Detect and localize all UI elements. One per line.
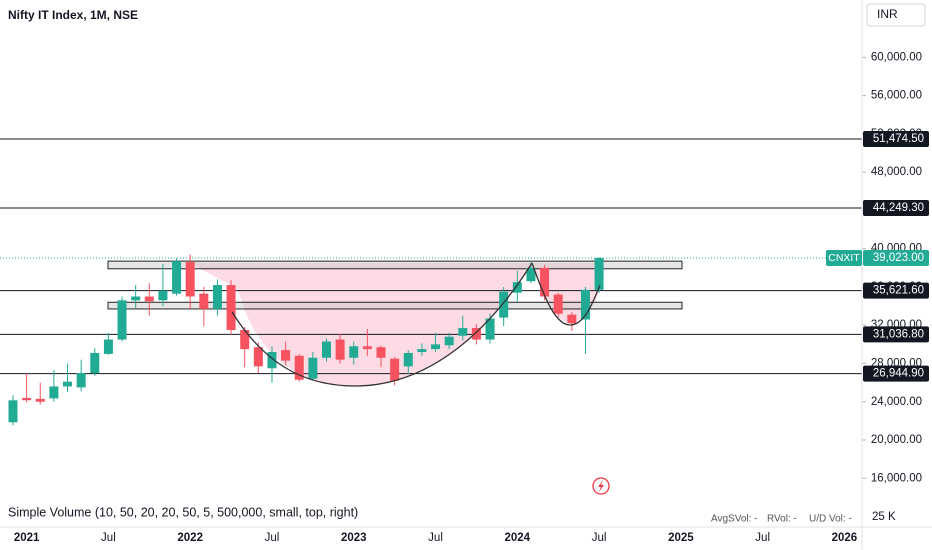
x-tick-label: 2022 — [177, 532, 203, 544]
symbol-label: CNXIT — [828, 252, 860, 264]
level-label: 35,621.60 — [873, 285, 924, 297]
candle-body — [144, 296, 154, 302]
candle-body — [226, 285, 236, 330]
candle-body — [526, 267, 536, 282]
y-tick-label: 60,000.00 — [871, 51, 922, 63]
level-tag — [863, 282, 929, 299]
x-tick-label: Jul — [592, 532, 607, 544]
x-tick-label: Jul — [755, 532, 770, 544]
volume-stat: RVol: - — [767, 514, 797, 525]
level-label: 51,474.50 — [873, 133, 924, 145]
level-label: 31,036.80 — [873, 328, 924, 340]
x-tick-label: 2023 — [341, 532, 367, 544]
candle-body — [63, 381, 73, 387]
candle-body — [253, 347, 263, 367]
candle-body — [172, 261, 182, 294]
candle-body — [212, 285, 222, 309]
candle-body — [376, 347, 386, 358]
candle-body — [22, 397, 32, 401]
candle-body — [240, 330, 250, 350]
candle-body — [117, 300, 127, 340]
candle-body — [444, 336, 454, 346]
candle-body — [131, 296, 141, 301]
zone — [107, 260, 683, 270]
candle-body — [553, 294, 563, 314]
candle-body — [49, 386, 59, 399]
volume-stat: AvgSVol: - — [711, 514, 758, 525]
alert-icon[interactable] — [592, 477, 610, 495]
candle-body — [471, 328, 481, 340]
level-tag — [863, 326, 929, 343]
candle-body — [512, 282, 522, 293]
handle-curve — [531, 262, 601, 326]
x-tick-label: 2024 — [505, 532, 531, 544]
x-tick-label: 2021 — [14, 532, 40, 544]
symbol-tag — [826, 250, 862, 267]
y-tick-label: 24,000.00 — [871, 396, 922, 408]
candle-body — [103, 339, 113, 354]
level-tag — [863, 200, 929, 217]
candle-body — [90, 352, 100, 374]
candle-body — [158, 290, 168, 301]
candle-body — [349, 346, 359, 358]
candle-body — [458, 328, 468, 336]
zone — [107, 301, 683, 310]
candle-body — [321, 341, 331, 358]
x-tick-label: Jul — [265, 532, 280, 544]
volume-scale: 25 K — [872, 511, 896, 523]
level-tag — [863, 130, 929, 147]
y-tick-label: 16,000.00 — [871, 472, 922, 484]
candle-body — [362, 346, 372, 350]
candle-body — [567, 314, 577, 324]
alert-bolt[interactable] — [598, 480, 604, 492]
candle-body — [485, 318, 495, 340]
candle-body — [281, 350, 291, 361]
candle-body — [185, 262, 195, 297]
volume-indicator: Simple Volume (10, 50, 20, 20, 50, 5, 50… — [8, 505, 358, 519]
level-label: 44,249.30 — [873, 202, 924, 214]
candle-body — [199, 293, 209, 309]
currency[interactable]: INR — [877, 7, 898, 21]
cup-fill — [190, 263, 600, 386]
cup-curve — [231, 262, 533, 387]
candle-body — [335, 339, 345, 360]
candle-body — [594, 258, 604, 290]
chart-title: Nifty IT Index, 1M, NSE — [8, 8, 138, 22]
y-tick-label: 48,000.00 — [871, 166, 922, 178]
candle-body — [294, 355, 304, 380]
candle-body — [540, 267, 550, 297]
candle-body — [390, 358, 400, 381]
candle-body — [267, 352, 277, 369]
last-price-tag — [863, 250, 929, 267]
x-tick-label: 2025 — [668, 532, 694, 544]
candle-body — [431, 344, 441, 350]
candle-body — [580, 289, 590, 320]
candle-body — [403, 352, 413, 367]
y-tick-label: 56,000.00 — [871, 90, 922, 102]
y-tick-label: 20,000.00 — [871, 434, 922, 446]
x-tick-label: Jul — [428, 532, 443, 544]
candle-body — [499, 291, 509, 318]
x-tick-label: Jul — [101, 532, 116, 544]
level-label: 26,944.90 — [873, 368, 924, 380]
last-price-label: 39,023.00 — [873, 252, 924, 264]
x-tick-label: 2026 — [832, 532, 858, 544]
candle-body — [417, 349, 427, 352]
candle-body — [308, 357, 318, 379]
currency-box[interactable] — [866, 3, 926, 27]
level-tag — [863, 365, 929, 382]
volume-stat: U/D Vol: - — [809, 514, 852, 525]
candle-body — [35, 398, 45, 402]
candle-body — [76, 373, 86, 388]
candle-body — [8, 400, 18, 423]
